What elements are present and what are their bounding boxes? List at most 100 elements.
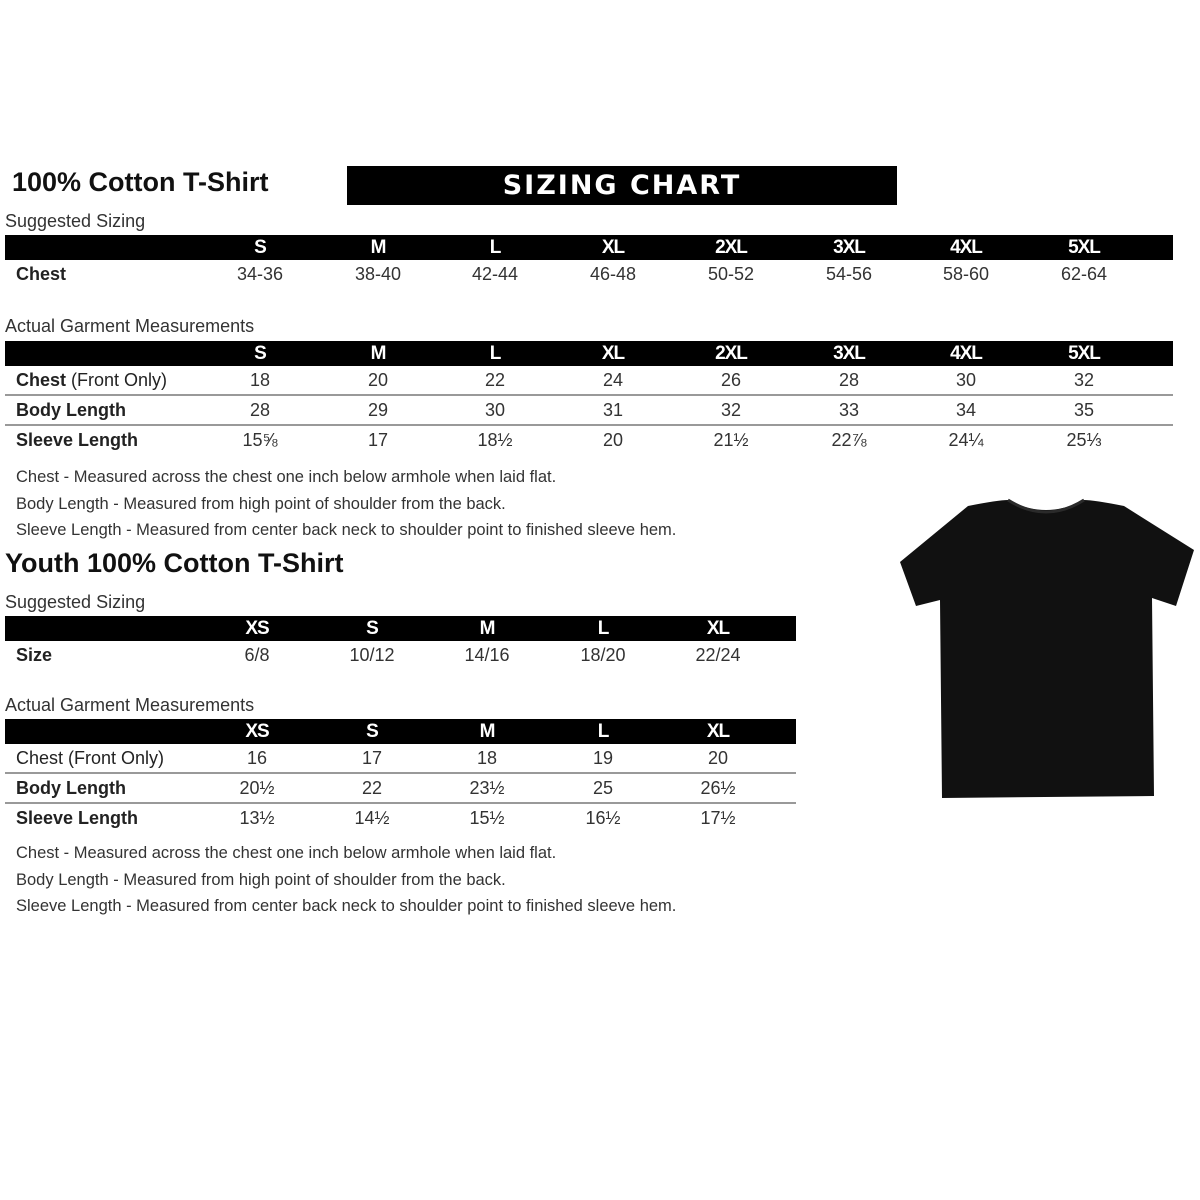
table-cell: 10/12	[349, 645, 395, 665]
table-cell: 38-40	[354, 264, 402, 284]
size-header-cell: L	[489, 343, 502, 364]
row-label: Chest	[16, 260, 66, 288]
size-header-cell: S	[254, 343, 267, 364]
table-cell: 26	[720, 370, 742, 390]
youth-suggested-label: Suggested Sizing	[5, 592, 146, 612]
adult-title: 100% Cotton T-Shirt	[12, 167, 269, 197]
table-cell: 34	[955, 400, 977, 420]
table-cell: 20	[367, 370, 389, 390]
table-cell: 62-64	[1060, 264, 1108, 284]
table-cell: 28	[249, 400, 271, 420]
table-row: Chest 34-36 38-40 42-44 46-48 50-52 54-56 58-60…	[5, 260, 1173, 288]
measurement-note: Sleeve Length - Measured from center bac…	[16, 521, 677, 539]
table-cell: 35	[1073, 400, 1095, 420]
table-cell: 17½	[700, 808, 736, 828]
table-cell: 31	[602, 400, 624, 420]
table-cell: 33	[838, 400, 860, 420]
table-cell: 20½	[239, 778, 275, 798]
table-cell: 18½	[477, 430, 513, 450]
table-cell: 6/8	[244, 645, 270, 665]
table-cell: 25⅓	[1066, 430, 1102, 450]
youth-notes: Chest - Measured across the chest one in…	[16, 840, 676, 920]
table-cell: 16	[246, 748, 268, 768]
size-header-cell: M	[370, 343, 387, 364]
table-cell: 22	[361, 778, 383, 798]
table-cell: 46-48	[589, 264, 637, 284]
table-cell: 17	[367, 430, 389, 450]
table-cell: 21½	[713, 430, 749, 450]
size-header-cell: 5XL	[1068, 343, 1101, 364]
table-cell: 16½	[585, 808, 621, 828]
table-cell: 22	[484, 370, 506, 390]
youth-actual-label: Actual Garment Measurements	[5, 695, 255, 715]
row-label-text: Body Length	[16, 778, 126, 798]
adult-actual-label: Actual Garment Measurements	[5, 316, 255, 336]
table-cell: 32	[720, 400, 742, 420]
size-header-cell: L	[597, 721, 610, 742]
youth-actual-table: XS S M L XL Chest (Front Only) 16 17 18 19 20 Body …	[5, 719, 796, 832]
row-label: Size	[16, 641, 52, 669]
table-cell: 18	[249, 370, 271, 390]
table-row: Body Length 28 29 30 31 32 33 34 35	[5, 396, 1173, 426]
table-cell: 30	[484, 400, 506, 420]
size-header-row: XS S M L XL	[5, 719, 796, 744]
table-cell: 26½	[700, 778, 736, 798]
measurement-note: Chest - Measured across the chest one in…	[16, 844, 557, 862]
table-cell: 24¼	[948, 430, 984, 450]
row-label-text: Chest	[16, 370, 67, 390]
table-cell: 29	[367, 400, 389, 420]
row-label-text: Sleeve Length	[16, 430, 139, 450]
size-header-cell: XL	[601, 237, 625, 258]
size-header-cell: 3XL	[833, 237, 866, 258]
table-cell: 50-52	[707, 264, 755, 284]
table-cell: 18	[476, 748, 498, 768]
row-label-text: Chest (Front Only)	[16, 748, 165, 768]
table-cell: 20	[602, 430, 624, 450]
table-cell: 13½	[239, 808, 275, 828]
table-row: Chest (Front Only) 18 20 22 24 26 28 30 32	[5, 366, 1173, 396]
size-header-cell: 2XL	[715, 237, 748, 258]
table-cell: 24	[602, 370, 624, 390]
table-cell: 17	[361, 748, 383, 768]
size-header-row: S M L XL 2XL 3XL 4XL 5XL	[5, 235, 1173, 260]
sizing-chart-banner: SIZING CHART	[347, 166, 897, 205]
size-header-cell: M	[479, 618, 496, 639]
row-label-text: Sleeve Length	[16, 808, 139, 828]
size-header-cell: XL	[706, 721, 730, 742]
table-cell: 14/16	[464, 645, 510, 665]
table-cell: 15½	[469, 808, 505, 828]
row-label-text: Chest	[16, 264, 67, 284]
size-header-cell: S	[366, 721, 379, 742]
row-label: Sleeve Length	[16, 426, 138, 454]
adult-suggested-table: S M L XL 2XL 3XL 4XL 5XL Chest 34-36 38-40 42-44 46-…	[5, 235, 1173, 288]
youth-suggested-table: XS S M L XL Size 6/8 10/12 14/16 18/20 22/24	[5, 616, 796, 669]
size-header-cell: L	[597, 618, 610, 639]
measurement-note: Body Length - Measured from high point o…	[16, 870, 506, 889]
adult-suggested-label: Suggested Sizing	[5, 211, 146, 231]
size-header-cell: XL	[706, 618, 730, 639]
table-row: Chest (Front Only) 16 17 18 19 20	[5, 744, 796, 774]
table-cell: 42-44	[471, 264, 519, 284]
table-row: Sleeve Length 15⅝ 17 18½ 20 21½ 22⅞ 24¼ 25⅓	[5, 426, 1173, 454]
row-label: Body Length	[16, 774, 126, 802]
measurement-note: Chest - Measured across the chest one in…	[16, 468, 557, 486]
table-row: Sleeve Length 13½ 14½ 15½ 16½ 17½	[5, 804, 796, 832]
table-cell: 32	[1073, 370, 1095, 390]
row-label: Chest (Front Only)	[16, 366, 167, 394]
size-header-row: XS S M L XL	[5, 616, 796, 641]
table-cell: 22/24	[695, 645, 741, 665]
row-label-text: Body Length	[16, 400, 126, 420]
size-header-cell: S	[254, 237, 267, 258]
size-header-cell: XS	[245, 618, 269, 639]
table-cell: 18/20	[580, 645, 626, 665]
size-header-cell: S	[366, 618, 379, 639]
table-cell: 30	[955, 370, 977, 390]
size-header-cell: 4XL	[950, 237, 983, 258]
table-cell: 54-56	[825, 264, 873, 284]
row-label-text: Size	[16, 645, 53, 665]
youth-title: Youth 100% Cotton T-Shirt	[5, 548, 344, 578]
table-cell: 25	[592, 778, 614, 798]
size-header-cell: M	[370, 237, 387, 258]
row-label: Chest (Front Only)	[16, 744, 164, 772]
